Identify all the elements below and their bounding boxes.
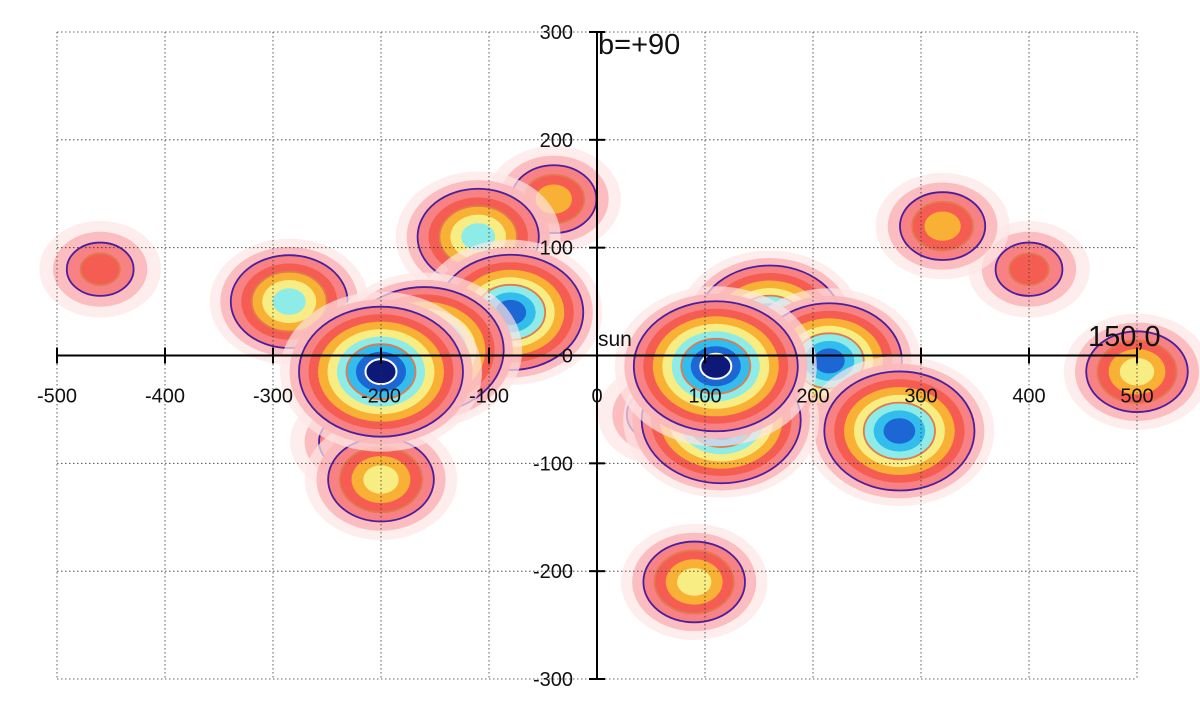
annotation-origin: sun	[598, 328, 632, 351]
density-level	[272, 288, 306, 315]
density-feature	[620, 523, 768, 641]
density-level	[1119, 357, 1155, 386]
density-level	[363, 465, 399, 494]
annotation-right-direction: 150,0	[1088, 321, 1161, 353]
x-tick-label: 300	[904, 386, 937, 408]
x-tick-label: -100	[469, 386, 509, 408]
y-tick-label: 0	[562, 346, 573, 368]
x-tick-label: -300	[253, 386, 293, 408]
density-feature	[280, 291, 482, 452]
y-tick-label: 200	[540, 130, 573, 152]
x-tick-label: -200	[361, 386, 401, 408]
density-feature	[39, 220, 162, 318]
density-level	[699, 352, 733, 380]
density-level	[79, 252, 121, 286]
density-feature	[875, 172, 1010, 280]
x-tick-label: -400	[145, 386, 185, 408]
x-tick-label: 400	[1012, 386, 1045, 408]
axes	[56, 31, 1138, 680]
density-feature	[804, 355, 995, 507]
x-tick-label: 100	[688, 386, 721, 408]
x-tick-label: -500	[37, 386, 77, 408]
density-level	[676, 568, 712, 596]
y-tick-label: 300	[540, 22, 573, 44]
density-level	[924, 211, 961, 241]
y-tick-label: -100	[533, 453, 573, 475]
tick-labels: -500 -400 -300 -200 -100 0 100 200 300 400 500 -300…	[37, 22, 1154, 691]
x-tick-label: 500	[1120, 386, 1153, 408]
y-tick-label: -200	[533, 561, 573, 583]
x-tick-label: 0	[591, 386, 602, 408]
y-tick-label: -300	[533, 669, 573, 691]
annotation-top-direction: b=+90	[598, 29, 680, 61]
density-level	[813, 348, 845, 374]
density-feature	[1063, 313, 1200, 430]
density-level	[883, 418, 916, 444]
y-tick-label: 100	[540, 238, 573, 260]
x-tick-label: 200	[796, 386, 829, 408]
density-feature	[614, 286, 817, 447]
